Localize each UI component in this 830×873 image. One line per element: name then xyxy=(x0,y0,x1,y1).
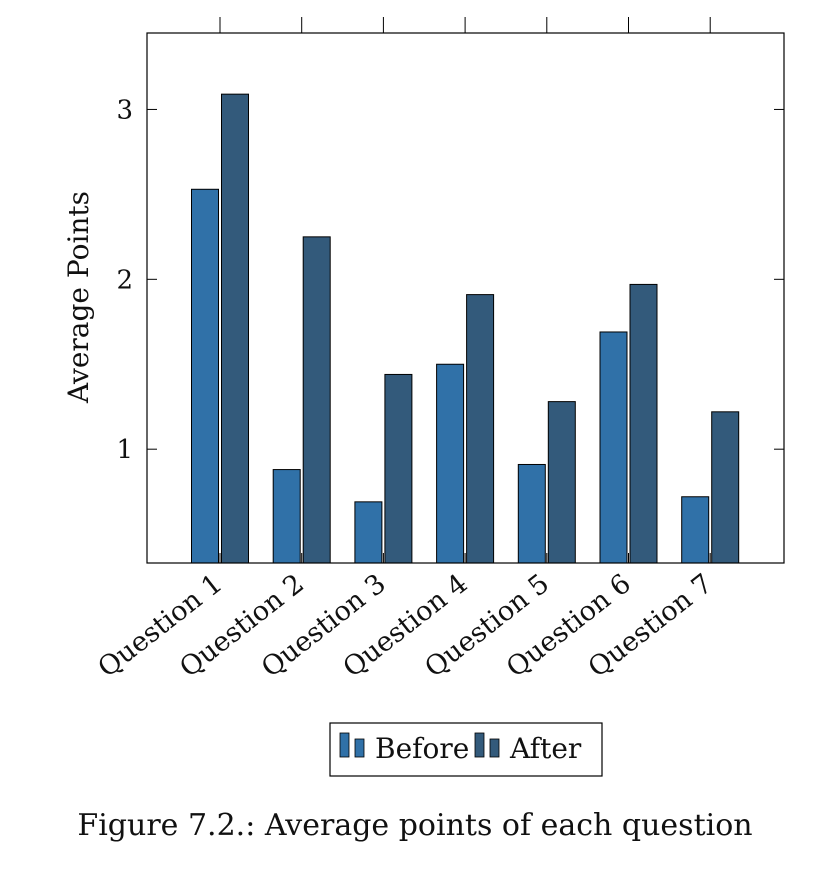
y-tick-label: 1 xyxy=(116,435,133,465)
bars-layer xyxy=(191,93,740,564)
bar-after-7 xyxy=(711,411,740,564)
bar-before-4 xyxy=(436,363,465,564)
y-tick-labels: 1 2 3 xyxy=(116,95,133,465)
legend-label-after: After xyxy=(509,732,582,765)
bar-after-4 xyxy=(466,294,495,564)
bar-before-7 xyxy=(681,496,710,564)
legend-label-before: Before xyxy=(375,732,469,765)
bar-before-2 xyxy=(272,469,301,564)
figure-caption: Figure 7.2.: Average points of each ques… xyxy=(77,808,753,843)
bar-before-6 xyxy=(599,331,628,564)
legend-swatch-before xyxy=(339,732,350,758)
bar-before-3 xyxy=(354,501,383,564)
legend-box xyxy=(329,722,603,777)
bar-after-3 xyxy=(384,373,413,564)
y-tick-label: 2 xyxy=(116,265,133,295)
bar-after-2 xyxy=(302,236,331,564)
legend-swatch-after xyxy=(489,738,500,758)
legend: Before After xyxy=(329,722,603,777)
bar-after-6 xyxy=(629,283,658,564)
legend-swatch-before xyxy=(354,738,365,758)
bar-before-5 xyxy=(517,463,546,564)
axes-layer xyxy=(146,17,785,564)
legend-swatch-after xyxy=(474,732,485,758)
bar-after-1 xyxy=(221,93,249,564)
y-axis-label: Average Points xyxy=(62,191,95,404)
y-tick-label: 3 xyxy=(116,95,133,125)
bar-before-1 xyxy=(191,188,219,564)
bar-after-5 xyxy=(547,401,576,564)
